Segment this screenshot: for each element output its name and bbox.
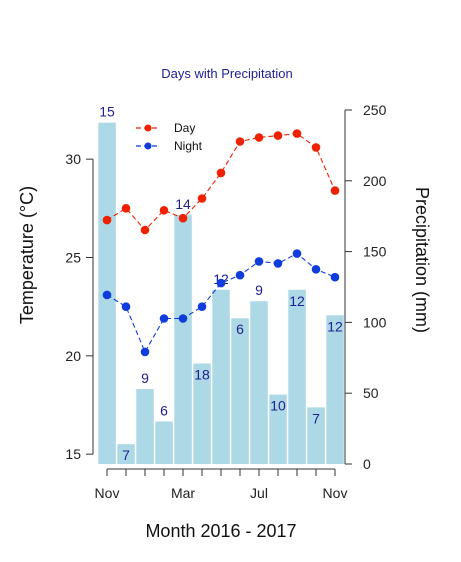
precipitation-day-label: 9 xyxy=(255,282,263,298)
precipitation-bar xyxy=(269,394,287,464)
series-line-day xyxy=(106,133,336,231)
y-axis-left-tick-label: 15 xyxy=(65,446,81,462)
series-point-day xyxy=(140,225,150,235)
series-point-day xyxy=(197,194,207,203)
axes: 15 20 25 30 0 50 100 150 200 250 Nov Mar Jul Nov xyxy=(65,102,386,501)
series-point-night xyxy=(197,302,207,312)
series-point-day xyxy=(254,133,264,142)
precipitation-bar xyxy=(117,444,135,464)
y-axis-right-tick-label: 0 xyxy=(363,456,371,472)
series-point-day xyxy=(311,143,321,152)
series-point-day xyxy=(292,129,302,138)
precipitation-bar xyxy=(136,389,154,464)
x-axis-tick-label: Nov xyxy=(323,485,348,501)
series-point-night xyxy=(102,290,112,300)
precipitation-day-label: 10 xyxy=(270,398,286,414)
series-point-night xyxy=(178,314,188,323)
x-axis-tick-label: Nov xyxy=(95,485,120,501)
precipitation-day-label: 6 xyxy=(160,403,168,419)
y-axis-right-title: Precipitation (mm) xyxy=(412,187,432,333)
y-axis-left-title: Temperature (°C) xyxy=(17,186,37,324)
series-point-day xyxy=(235,137,245,146)
y-axis-right-tick-label: 50 xyxy=(363,385,379,401)
temperature-lines xyxy=(102,129,340,357)
y-axis-left-tick-label: 20 xyxy=(65,348,81,364)
y-axis-left-tick-label: 25 xyxy=(65,250,81,266)
precipitation-bar xyxy=(174,214,192,464)
series-point-day xyxy=(102,215,112,225)
precipitation-bar xyxy=(155,421,173,464)
series-point-night xyxy=(273,259,283,268)
precipitation-bar xyxy=(250,301,268,464)
legend: Day Night xyxy=(136,121,203,153)
series-point-day xyxy=(273,131,283,140)
precipitation-bar xyxy=(288,289,306,464)
precipitation-day-label: 7 xyxy=(312,410,320,426)
chart-title: Days with Precipitation xyxy=(161,66,293,81)
legend-day-marker xyxy=(144,124,152,132)
series-point-day xyxy=(330,186,340,195)
precipitation-bar xyxy=(307,407,325,464)
precipitation-bar xyxy=(231,318,249,464)
legend-day-label: Day xyxy=(174,121,195,135)
series-point-night xyxy=(140,347,150,357)
series-point-night xyxy=(235,270,245,280)
series-point-night xyxy=(330,272,340,282)
x-axis-tick-label: Mar xyxy=(171,485,195,501)
series-point-day xyxy=(159,206,169,215)
precipitation-day-label: 12 xyxy=(289,293,305,309)
series-point-day xyxy=(216,168,226,178)
precipitation-day-label: 6 xyxy=(236,321,244,337)
series-point-night xyxy=(159,314,169,323)
precipitation-day-label: 14 xyxy=(175,196,191,212)
precipitation-day-label: 7 xyxy=(122,447,130,463)
series-point-day xyxy=(178,213,188,223)
precipitation-day-label: 18 xyxy=(194,367,210,383)
y-axis-right-tick-label: 200 xyxy=(363,173,387,189)
series-point-night xyxy=(121,302,131,312)
legend-night-label: Night xyxy=(174,139,203,153)
x-axis-tick-label: Jul xyxy=(250,485,268,501)
series-point-night xyxy=(216,278,226,288)
y-axis-right-tick-label: 250 xyxy=(363,102,387,118)
series-point-night xyxy=(292,249,302,258)
precipitation-bar xyxy=(212,289,230,464)
y-axis-right-tick-label: 100 xyxy=(363,314,387,330)
precipitation-bar xyxy=(193,363,211,464)
y-axis-left-tick-label: 30 xyxy=(65,151,81,167)
legend-night-marker xyxy=(144,142,152,150)
precipitation-day-label: 9 xyxy=(141,370,149,386)
precipitation-bars xyxy=(98,122,344,464)
y-axis-right-tick-label: 150 xyxy=(363,244,387,260)
series-point-day xyxy=(121,204,131,213)
precipitation-day-label: 15 xyxy=(99,104,115,120)
x-axis-title: Month 2016 - 2017 xyxy=(145,521,296,541)
precipitation-bar xyxy=(326,315,344,464)
precipitation-day-label: 12 xyxy=(327,318,343,334)
series-point-night xyxy=(311,265,321,274)
series-point-night xyxy=(254,257,264,266)
